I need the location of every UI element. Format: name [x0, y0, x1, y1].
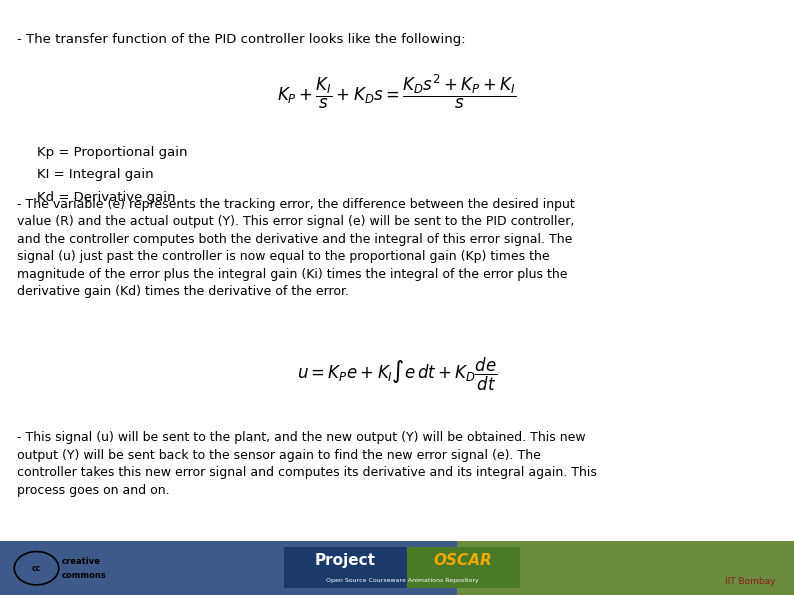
Text: Project: Project: [315, 553, 376, 568]
Text: $u = K_P e + K_I \int e\,dt + K_D \dfrac{de}{dt}$: $u = K_P e + K_I \int e\,dt + K_D \dfrac…: [297, 356, 497, 393]
Bar: [407, 547, 520, 588]
Text: creative: creative: [62, 556, 101, 566]
Text: controller takes this new error signal and computes its derivative and its integ: controller takes this new error signal a…: [17, 466, 597, 480]
Text: - The variable (e) represents the tracking error, the difference between the des: - The variable (e) represents the tracki…: [17, 198, 575, 211]
Text: Kp = Proportional gain: Kp = Proportional gain: [37, 146, 188, 159]
Text: process goes on and on.: process goes on and on.: [17, 484, 170, 497]
Text: OSCAR: OSCAR: [434, 553, 492, 568]
Text: derivative gain (Kd) times the derivative of the error.: derivative gain (Kd) times the derivativ…: [17, 285, 349, 298]
Text: KI = Integral gain: KI = Integral gain: [37, 168, 154, 181]
Text: $K_P + \dfrac{K_I}{s} + K_D s = \dfrac{K_D s^2 + K_P + K_I}{s}$: $K_P + \dfrac{K_I}{s} + K_D s = \dfrac{K…: [277, 73, 517, 111]
Text: commons: commons: [62, 571, 106, 580]
Text: cc: cc: [32, 563, 41, 573]
Bar: [284, 547, 407, 588]
Text: Open Source Courseware Animations Repository: Open Source Courseware Animations Reposi…: [326, 578, 479, 583]
Text: - The transfer function of the PID controller looks like the following:: - The transfer function of the PID contr…: [17, 33, 466, 46]
Text: output (Y) will be sent back to the sensor again to find the new error signal (e: output (Y) will be sent back to the sens…: [17, 449, 542, 462]
Text: - This signal (u) will be sent to the plant, and the new output (Y) will be obta: - This signal (u) will be sent to the pl…: [17, 431, 586, 444]
Text: value (R) and the actual output (Y). This error signal (e) will be sent to the P: value (R) and the actual output (Y). Thi…: [17, 215, 575, 228]
Bar: [0, 541, 794, 595]
Text: IIT Bombay: IIT Bombay: [725, 577, 776, 586]
Text: signal (u) just past the controller is now equal to the proportional gain (Kp) t: signal (u) just past the controller is n…: [17, 250, 550, 263]
Text: Kd = Derivative gain: Kd = Derivative gain: [37, 191, 175, 204]
Bar: [457, 541, 794, 595]
Text: magnitude of the error plus the integral gain (Ki) times the integral of the err: magnitude of the error plus the integral…: [17, 268, 568, 281]
Text: and the controller computes both the derivative and the integral of this error s: and the controller computes both the der…: [17, 233, 572, 246]
